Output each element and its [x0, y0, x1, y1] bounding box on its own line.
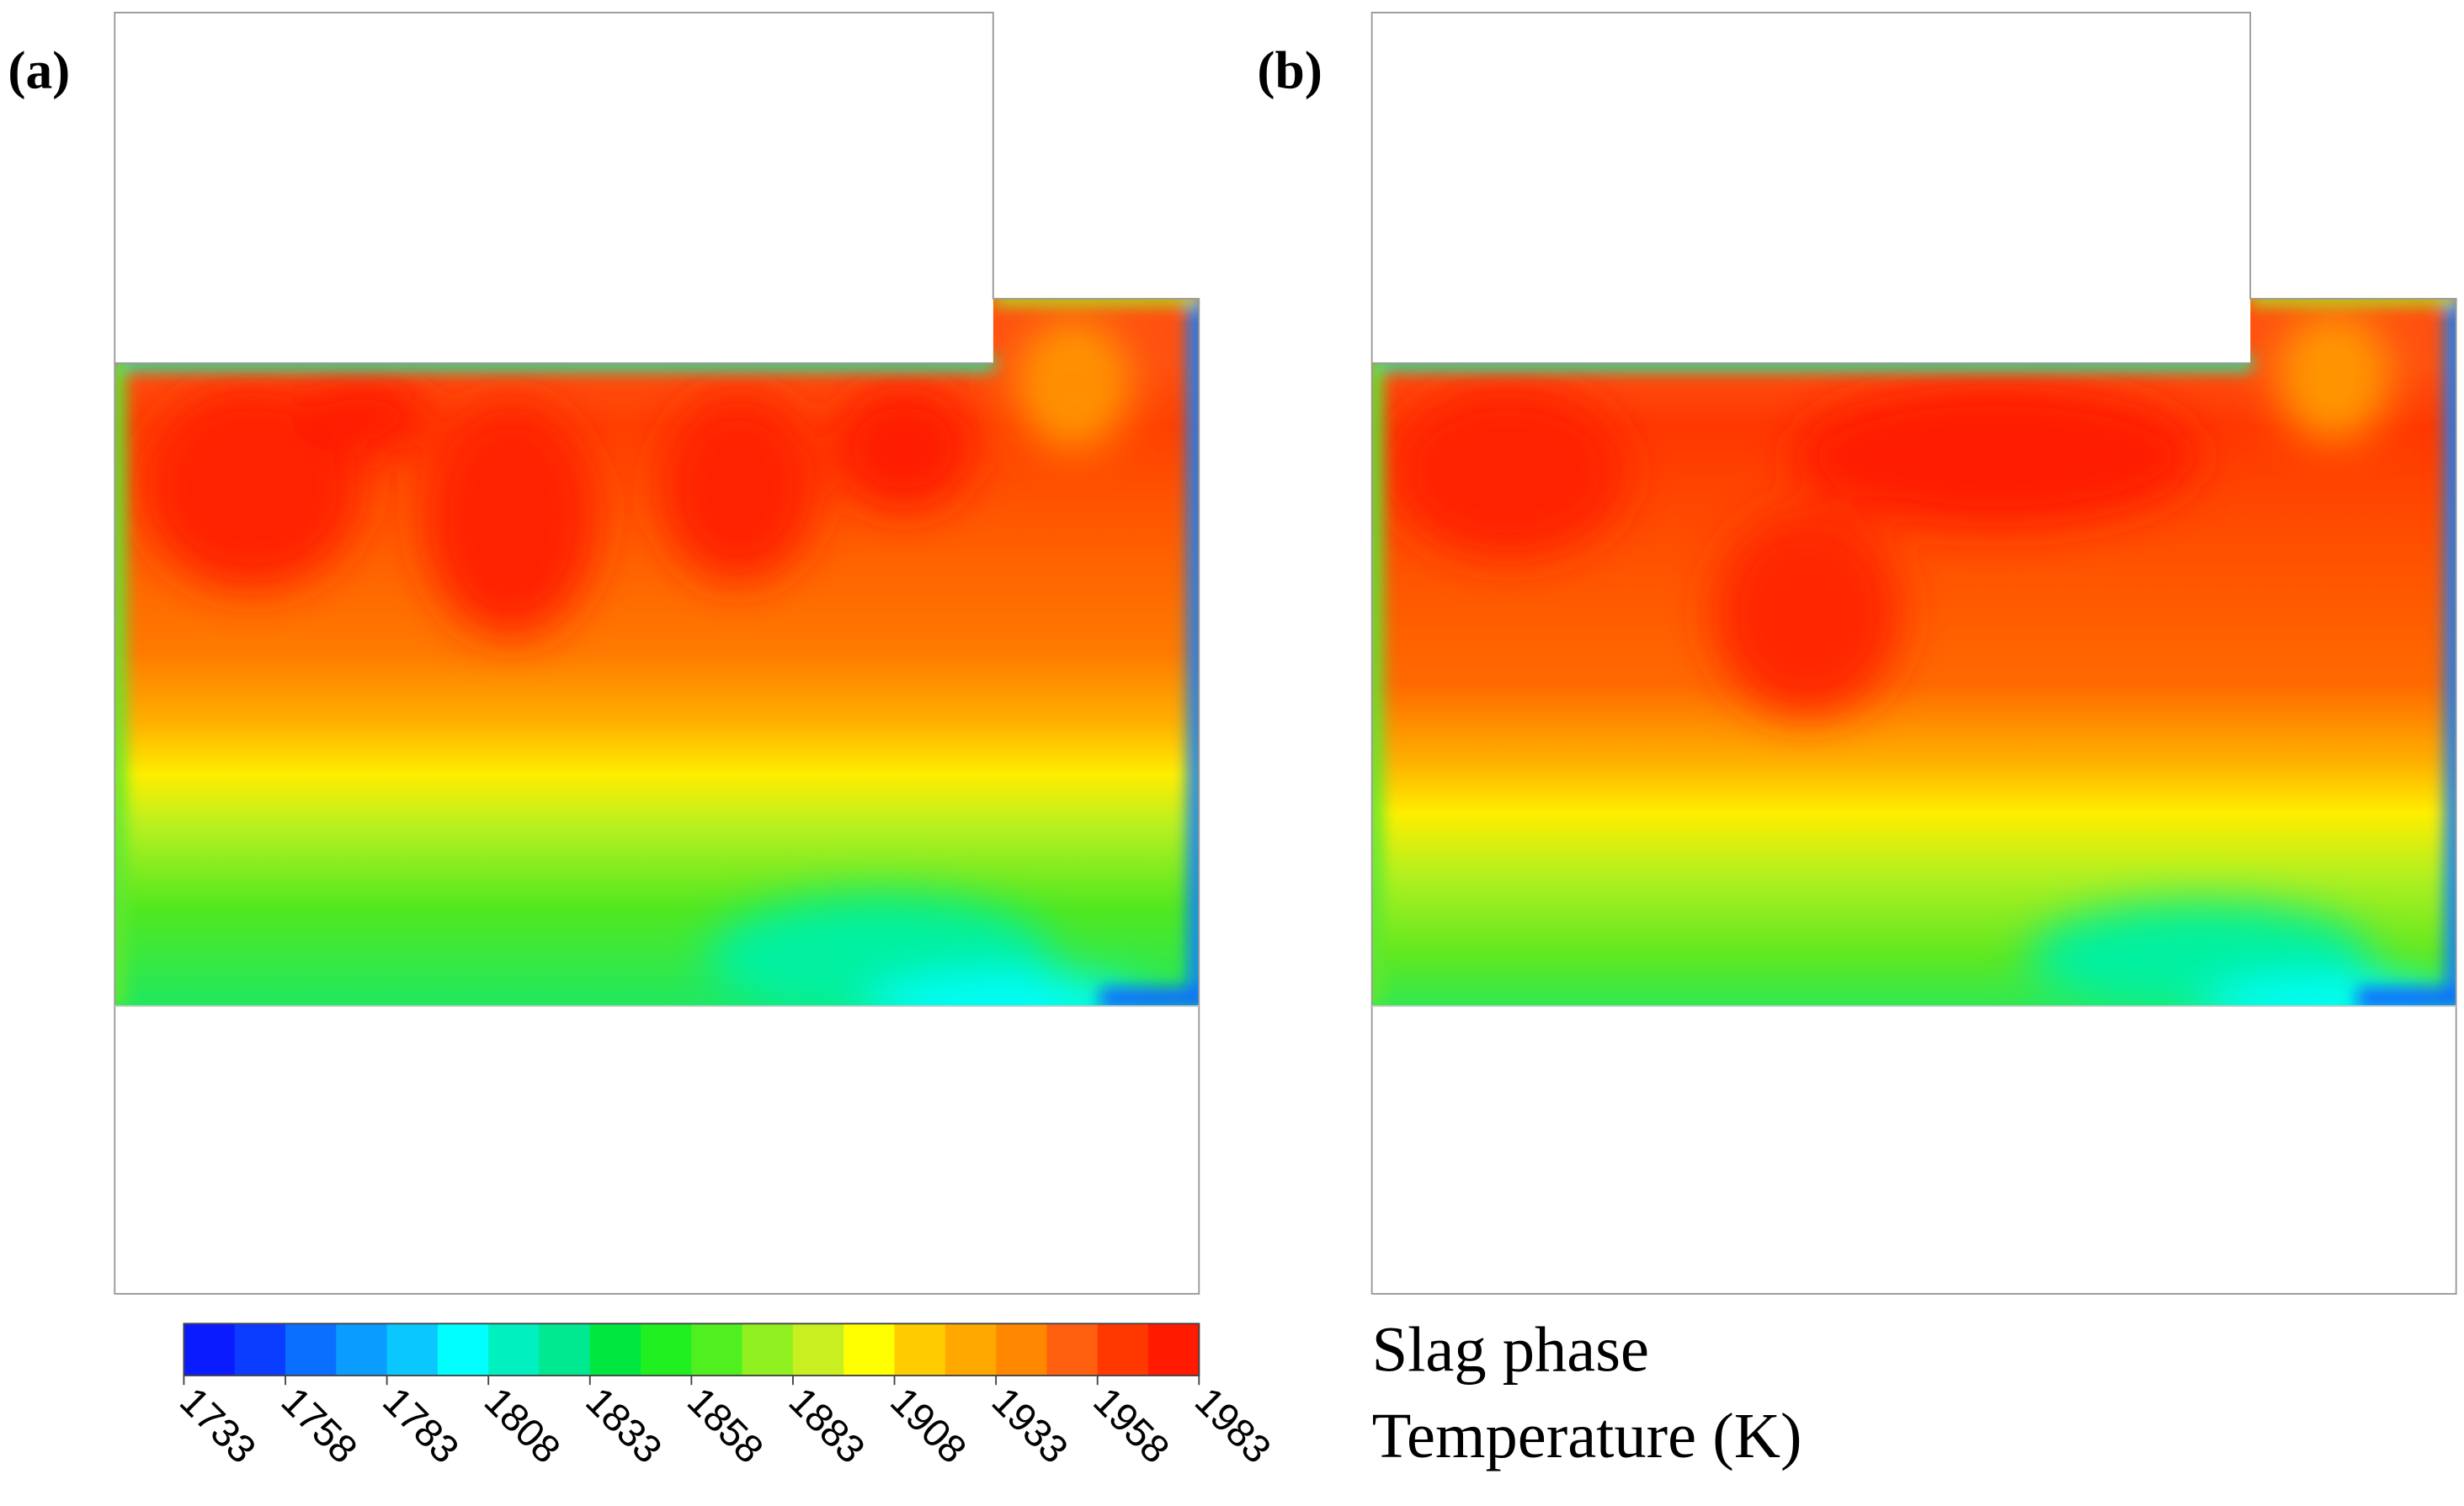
hot-spot [1051, 363, 1096, 407]
right-wall [1188, 298, 1200, 1007]
colorbar-band [691, 1323, 743, 1376]
colorbar-band [386, 1323, 439, 1376]
hot-spot [1391, 385, 1627, 558]
temperature-field [114, 298, 1200, 1007]
colorbar-band [589, 1323, 641, 1376]
hot-spot [864, 974, 1147, 1007]
colorbar-band [285, 1323, 338, 1376]
colorbar-tick-label: 1983 [1187, 1379, 1280, 1471]
colorbar-band [894, 1323, 946, 1376]
colorbar-tick-label: 1933 [984, 1379, 1077, 1471]
colorbar-band [437, 1323, 490, 1376]
colorbar-tick-label: 1883 [780, 1379, 873, 1471]
panel-label: (b) [1257, 40, 1322, 100]
colorbar-band [945, 1323, 998, 1376]
colorbar-band [844, 1323, 896, 1376]
temperature-field [1371, 298, 2456, 1007]
hot-spot [1712, 510, 1902, 716]
colorbar-band [488, 1323, 540, 1376]
left-wall [1371, 363, 1383, 1007]
hot-spot [2308, 352, 2359, 403]
colorbar-tick-label: 1758 [273, 1379, 365, 1471]
colorbar-tick-label: 1783 [375, 1379, 467, 1471]
colorbar-band [1046, 1323, 1099, 1376]
hot-spot [833, 385, 975, 511]
colorbar-band [1148, 1323, 1200, 1376]
colorbar-band [996, 1323, 1048, 1376]
colorbar-band [641, 1323, 693, 1376]
colorbar-band [1097, 1323, 1149, 1376]
hot-spot [1791, 385, 2201, 527]
contour-panel [114, 12, 1200, 1295]
colorbar-band [792, 1323, 845, 1376]
bottom-corner [1099, 987, 1200, 1007]
colorbar-tick-label: 1733 [172, 1379, 264, 1471]
hot-spot [660, 392, 817, 582]
contour-panel [1370, 12, 2457, 1295]
bottom-corner [2357, 987, 2456, 1007]
colorbar-band [742, 1323, 794, 1376]
colorbar-tick-label: 1908 [882, 1379, 975, 1471]
notch-wall [2250, 298, 2456, 306]
field-blobs [141, 322, 1147, 1007]
domain-outline [1370, 12, 2457, 1295]
notch-wall [993, 298, 1200, 306]
colorbar-title: Temperature (K) [1372, 1400, 1802, 1471]
colorbar-tick-label: 1858 [679, 1379, 772, 1471]
colorbar-tick-label: 1808 [476, 1379, 569, 1471]
right-wall [2445, 298, 2456, 1007]
colorbar-tick-label: 1958 [1085, 1379, 1178, 1471]
colorbar-tick-label: 1833 [577, 1379, 670, 1471]
domain-outline [114, 12, 1200, 1295]
left-wall [114, 363, 126, 1007]
colorbar-band [336, 1323, 388, 1376]
hot-spot [290, 377, 433, 456]
colorbar-band [539, 1323, 591, 1376]
colorbar-band [234, 1323, 286, 1376]
panel-label: (a) [8, 40, 70, 100]
colorbar-band [184, 1323, 236, 1376]
hot-spot [424, 401, 598, 637]
colorbar-title: Slag phase [1372, 1313, 1649, 1385]
